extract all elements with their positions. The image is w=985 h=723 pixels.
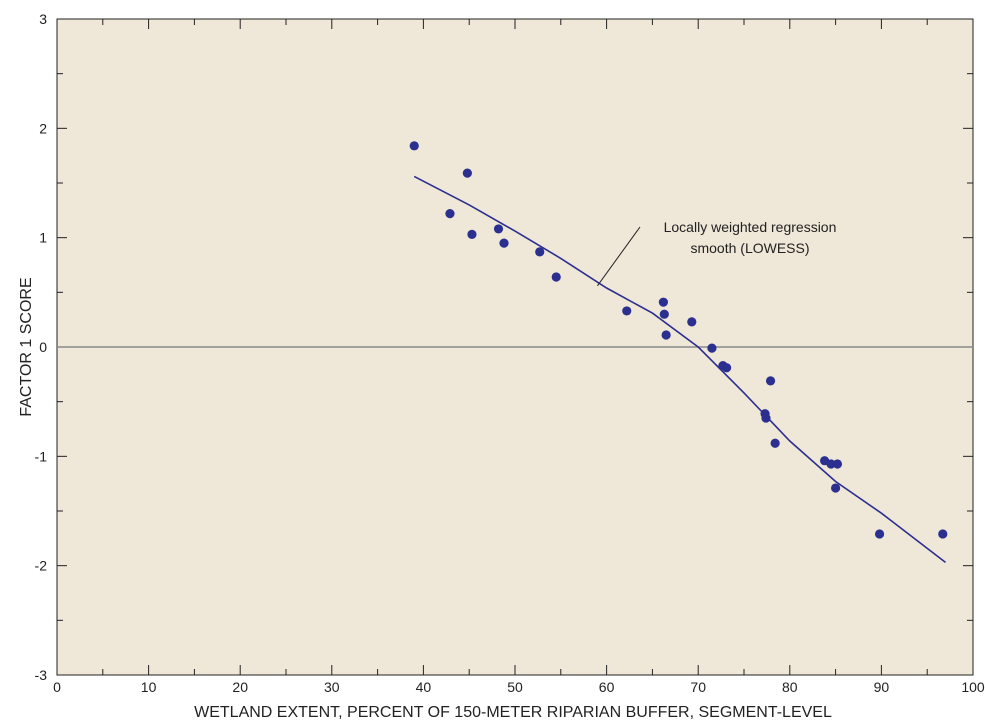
x-tick-label: 30	[324, 679, 340, 695]
data-point	[535, 247, 545, 257]
x-tick-label: 0	[53, 679, 61, 695]
x-tick-label: 90	[874, 679, 890, 695]
x-axis-title: WETLAND EXTENT, PERCENT OF 150-METER RIP…	[194, 704, 832, 721]
y-tick-label: -1	[35, 448, 48, 464]
y-tick-label: 1	[39, 230, 47, 246]
data-point	[493, 224, 504, 234]
data-point	[938, 529, 948, 539]
y-tick-label: 2	[39, 120, 47, 136]
data-point	[874, 529, 885, 539]
annotation-leader-line	[597, 226, 641, 287]
data-point	[707, 343, 717, 353]
y-tick-label: 3	[39, 11, 47, 27]
data-point	[770, 438, 780, 448]
data-point	[658, 297, 668, 307]
data-points	[409, 141, 948, 539]
x-tick-label: 20	[232, 679, 248, 695]
data-point	[661, 330, 671, 340]
data-point	[761, 413, 771, 423]
data-point	[622, 306, 632, 316]
data-point	[659, 309, 669, 319]
data-point	[467, 229, 477, 239]
x-tick-label: 50	[507, 679, 523, 695]
x-tick-label: 70	[690, 679, 706, 695]
data-point	[409, 141, 419, 151]
data-point	[687, 317, 697, 327]
tick-labels: 0 10 20 30 40 50 60 70 80 90 100 -3 -2 -1 0 1 2 3	[35, 11, 985, 695]
y-axis-title: FACTOR 1 SCORE	[18, 277, 35, 416]
y-tick-label: -2	[35, 558, 48, 574]
annotation-line-1: Locally weighted regression	[664, 219, 837, 235]
data-point	[826, 459, 836, 469]
x-tick-label: 40	[416, 679, 432, 695]
data-point	[765, 376, 776, 386]
data-point	[721, 363, 732, 373]
data-point	[831, 483, 841, 493]
data-point	[462, 168, 472, 178]
data-point	[445, 209, 455, 219]
lowess-line	[413, 175, 946, 564]
x-tick-label: 60	[599, 679, 615, 695]
data-point	[551, 272, 561, 282]
data-point	[832, 459, 843, 469]
x-tick-label: 10	[141, 679, 157, 695]
data-point	[499, 238, 509, 248]
y-tick-label: 0	[39, 339, 47, 355]
x-tick-label: 80	[782, 679, 798, 695]
annotation-line-2: smooth (LOWESS)	[690, 240, 809, 256]
x-tick-label: 100	[961, 679, 985, 695]
y-tick-label: -3	[35, 667, 48, 683]
